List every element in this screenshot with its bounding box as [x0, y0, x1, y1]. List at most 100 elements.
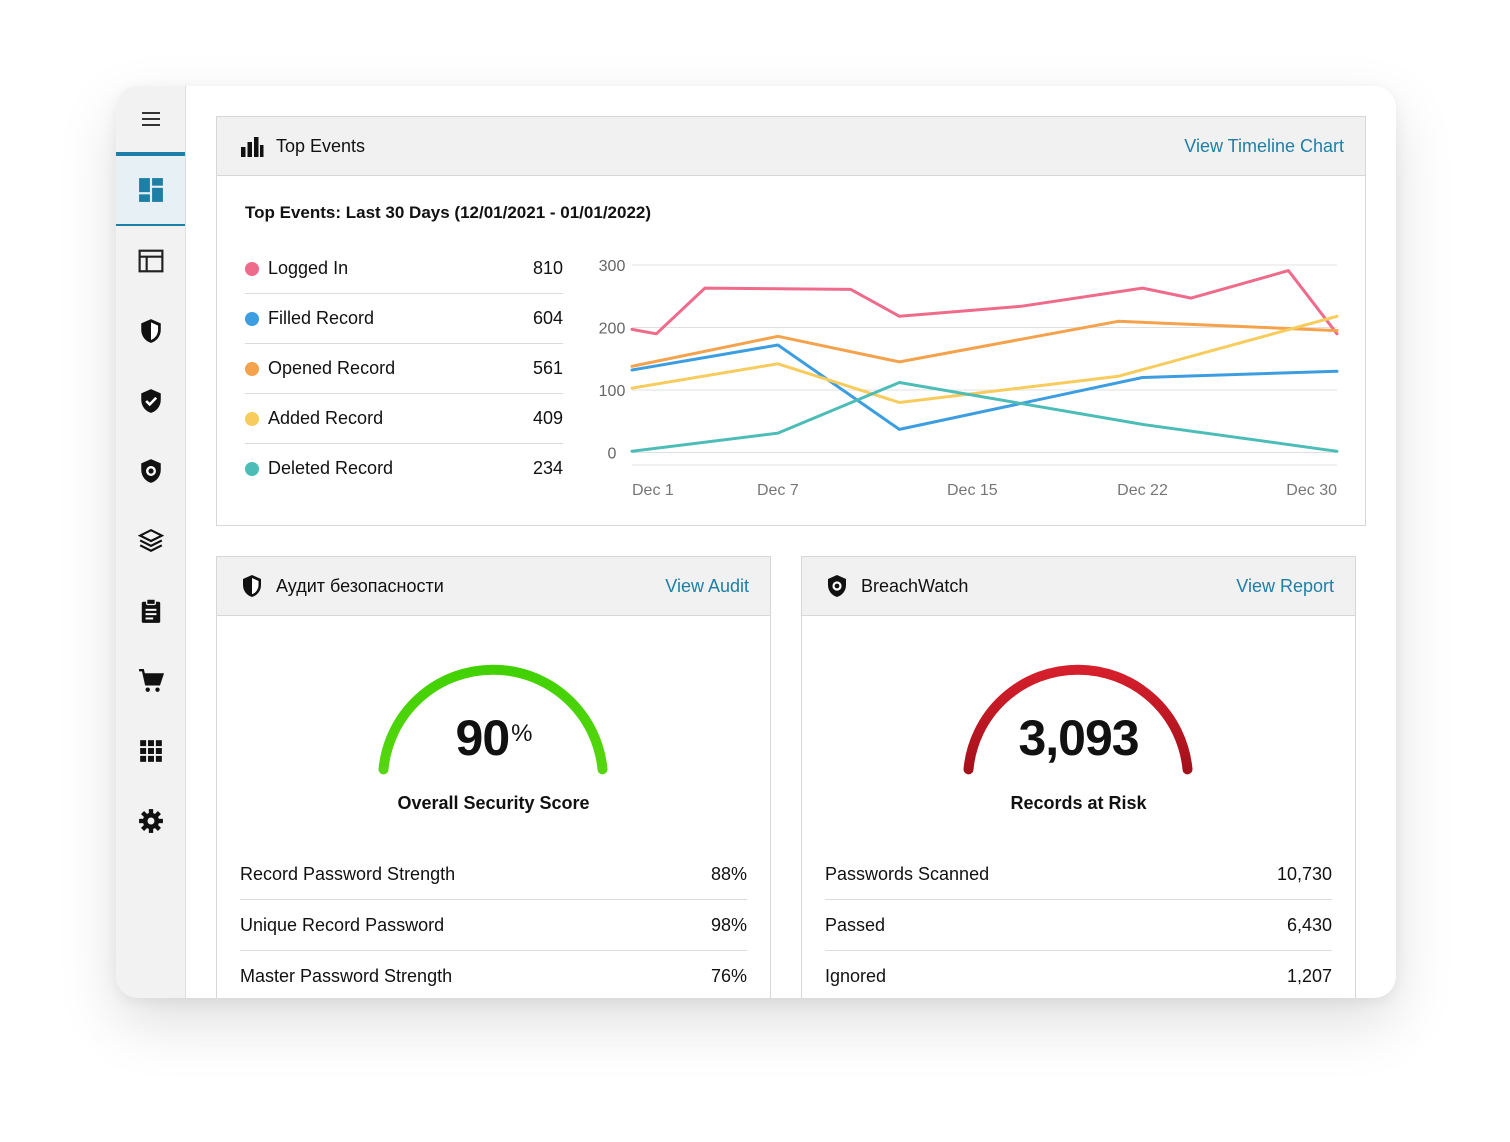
cart-icon [138, 668, 164, 692]
stat-row: Ignored 1,207 [825, 951, 1332, 998]
events-line-chart: 300 200 100 0 Dec 1 Dec 7 Dec 15 Dec 22 Dec 30 [599, 258, 1339, 499]
legend-item-added-record[interactable]: Added Record 409 [245, 394, 563, 444]
gear-icon [138, 809, 163, 833]
security-audit-title: Аудит безопасности [276, 575, 444, 596]
top-events-panel: Top Events View Timeline Chart Top Event… [216, 116, 1366, 526]
app-window: Top Events View Timeline Chart Top Event… [116, 86, 1396, 998]
top-events-title: Top Events [276, 135, 366, 156]
records-at-risk-value: 3,093 [1018, 710, 1139, 766]
stat-value: 98% [710, 914, 747, 935]
security-score-value: 90% [217, 709, 770, 767]
event-legend: Logged In 810 Filled Record 604 Opened Rec… [245, 244, 563, 493]
dashboard-icon [138, 178, 163, 202]
legend-count: 409 [532, 408, 563, 428]
records-at-risk-gauge: 3,093 Records at Risk [802, 637, 1355, 827]
top-events-header: Top Events View Timeline Chart [217, 117, 1365, 176]
legend-item-opened-record[interactable]: Opened Record 561 [245, 344, 563, 394]
x-tick-label: Dec 22 [1117, 482, 1168, 499]
breachwatch-title: BreachWatch [861, 575, 969, 596]
sidebar-item-layers[interactable] [116, 506, 185, 576]
security-score-label: Overall Security Score [397, 793, 590, 813]
y-tick-label: 0 [608, 446, 617, 463]
security-score-gauge: 90% Overall Security Score [217, 637, 770, 827]
sidebar-item-compliance[interactable] [116, 366, 185, 436]
sidebar-item-layout[interactable] [116, 226, 185, 296]
security-score-unit: % [511, 720, 532, 747]
security-audit-header: Аудит безопасности View Audit [217, 557, 770, 616]
legend-label: Opened Record [268, 358, 396, 378]
stat-value: 1,207 [1286, 965, 1332, 986]
legend-count: 561 [532, 358, 563, 378]
half-shield-icon [140, 319, 161, 343]
stat-label: Passed [825, 914, 886, 935]
series-line-added-record [630, 314, 1339, 404]
sidebar-item-reports[interactable] [116, 576, 185, 646]
security-score-number: 90 [455, 710, 511, 766]
stat-label: Ignored [825, 965, 887, 986]
legend-label: Added Record [268, 408, 384, 428]
security-score-arc-path [378, 664, 608, 775]
series-line-deleted-record [630, 381, 1339, 453]
records-at-risk-arc-path [963, 664, 1193, 775]
records-at-risk-label: Records at Risk [1010, 793, 1147, 813]
hamburger-menu-button[interactable] [116, 86, 185, 154]
series-line-filled-record [630, 343, 1339, 431]
y-tick-label: 200 [599, 321, 626, 338]
legend-item-logged-in[interactable]: Logged In 810 [245, 244, 563, 294]
breachwatch-stats: Passwords Scanned 10,730 Passed 6,430 Igno… [825, 849, 1332, 998]
stat-row: Master Password Strength 76% [240, 951, 747, 998]
clipboard-icon [141, 598, 160, 623]
sidebar-item-settings[interactable] [116, 786, 185, 856]
chart-title: Top Events: Last 30 Days (12/01/2021 - 0… [245, 203, 652, 222]
half-shield-icon [239, 573, 265, 599]
stat-row: Passed 6,430 [825, 900, 1332, 951]
sidebar-item-breachwatch[interactable] [116, 436, 185, 506]
apps-grid-icon [139, 740, 162, 762]
legend-dot [245, 361, 259, 376]
x-tick-label: Dec 30 [1286, 482, 1337, 499]
legend-label: Filled Record [268, 308, 375, 328]
sidebar [116, 86, 186, 998]
stat-row: Record Password Strength 88% [240, 849, 747, 900]
series-line-logged-in [630, 269, 1339, 336]
breachwatch-panel: BreachWatch View Report 3,093 Records at… [801, 556, 1356, 998]
legend-dot [245, 261, 259, 276]
stat-value: 10,730 [1276, 863, 1332, 884]
legend-dot [245, 411, 259, 426]
bar-chart-icon [239, 133, 265, 159]
view-timeline-chart-link[interactable]: View Timeline Chart [1184, 135, 1344, 156]
legend-count: 234 [532, 458, 563, 478]
stat-label: Record Password Strength [240, 863, 456, 884]
layers-icon [137, 528, 164, 552]
breachwatch-header: BreachWatch View Report [802, 557, 1355, 616]
stat-row: Unique Record Password 98% [240, 900, 747, 951]
legend-dot [245, 461, 259, 476]
breachwatch-shield-icon [824, 573, 850, 599]
legend-dot [245, 311, 259, 326]
sidebar-item-apps[interactable] [116, 716, 185, 786]
security-score-arc [378, 664, 608, 775]
view-audit-link[interactable]: View Audit [665, 575, 749, 596]
x-tick-label: Dec 7 [757, 482, 799, 499]
legend-label: Deleted Record [268, 458, 394, 478]
view-report-link[interactable]: View Report [1236, 575, 1334, 596]
sidebar-item-cart[interactable] [116, 646, 185, 716]
hamburger-menu-icon [141, 112, 160, 126]
security-audit-panel: Аудит безопасности View Audit 90% Overal… [216, 556, 771, 998]
stat-value: 6,430 [1286, 914, 1332, 935]
y-tick-label: 300 [599, 258, 626, 275]
legend-item-filled-record[interactable]: Filled Record 604 [245, 294, 563, 344]
shield-check-icon [140, 389, 161, 413]
security-audit-stats: Record Password Strength 88% Unique Recor… [240, 849, 747, 998]
stat-label: Master Password Strength [240, 965, 453, 986]
stat-label: Passwords Scanned [825, 863, 990, 884]
x-tick-label: Dec 1 [632, 482, 674, 499]
legend-item-deleted-record[interactable]: Deleted Record 234 [245, 444, 563, 493]
layout-panel-icon [138, 249, 163, 273]
stat-value: 88% [710, 863, 747, 884]
records-at-risk-arc [963, 664, 1193, 775]
sidebar-item-security-audit[interactable] [116, 296, 185, 366]
sidebar-item-dashboard[interactable] [116, 154, 185, 226]
y-tick-label: 100 [599, 383, 626, 400]
x-tick-label: Dec 15 [947, 482, 998, 499]
